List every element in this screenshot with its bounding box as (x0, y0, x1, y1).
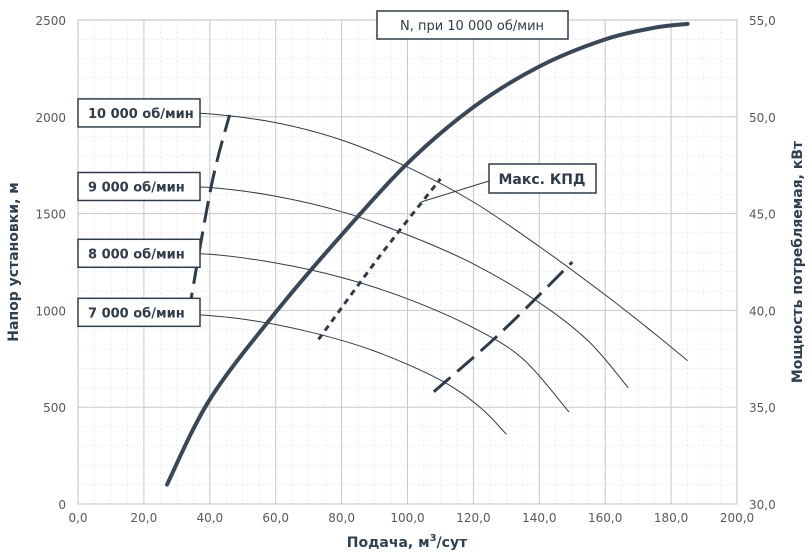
y2-tick-label: 50,0 (749, 111, 776, 125)
y-axis-title: Напор установки, м (6, 182, 22, 341)
y2-axis-title: Мощность потребляемая, кВт (790, 140, 806, 383)
y2-tick-label: 30,0 (749, 498, 776, 512)
series-label: 10 000 об/мин (77, 98, 201, 128)
y-tick-label: 0 (58, 498, 66, 512)
series-label-frame (77, 297, 201, 328)
callout-frame (488, 163, 597, 194)
series-label: 9 000 об/мин (77, 171, 201, 202)
series-label-text: 7 000 об/мин (88, 306, 185, 321)
y-tick-label: 2000 (35, 111, 66, 125)
y2-tick-label: 55,0 (749, 14, 776, 28)
max-efficiency-callout: Макс. КПД (420, 163, 597, 203)
title-box-frame (376, 10, 569, 40)
x-tick-label: 40,0 (196, 511, 223, 525)
series-label: 8 000 об/мин (77, 238, 201, 269)
callout-pointer (420, 180, 490, 203)
series-label-text: 10 000 об/мин (88, 107, 194, 122)
series-labels: 10 000 об/мин 9 000 об/мин 8 000 об/мин 7 0… (77, 98, 201, 328)
head-curve-line (147, 252, 570, 413)
x-axis-title-suffix: /сут (437, 535, 469, 551)
y-tick-label: 1500 (35, 208, 66, 222)
x-tick-label: 140,0 (522, 511, 556, 525)
max-efficiency-line (317, 177, 442, 341)
y2-tick-label: 35,0 (749, 401, 776, 415)
boundary-dash-line (186, 114, 232, 315)
boundary-dash-line (432, 260, 574, 393)
title-box-text: N, при 10 000 об/мин (400, 19, 544, 34)
series-label-frame (77, 171, 201, 202)
series-label-frame (77, 238, 201, 269)
power-curve-line (165, 21, 690, 487)
x-tick-label: 80,0 (328, 511, 355, 525)
x-tick-label: 180,0 (654, 511, 688, 525)
y2-tick-label: 45,0 (749, 208, 776, 222)
x-tick-label: 100,0 (390, 511, 424, 525)
x-axis-title: Подача, м3/сут (347, 533, 468, 551)
x-tick-label: 60,0 (262, 511, 289, 525)
series-layer (140, 21, 690, 487)
x-tick-label: 120,0 (456, 511, 490, 525)
title-box: N, при 10 000 об/мин (376, 10, 569, 40)
series-label: 7 000 об/мин (77, 297, 201, 328)
x-axis-title-sup: 3 (430, 533, 437, 544)
x-tick-label: 0,0 (68, 511, 87, 525)
tick-labels: 0,0 20,0 40,0 60,0 80,0 100,0 120,0 140,0 160,0 1… (35, 14, 775, 525)
y2-tick-label: 40,0 (749, 304, 776, 318)
series-label-text: 9 000 об/мин (88, 180, 185, 195)
head-curve-line (140, 311, 507, 435)
series-label-frame (77, 98, 201, 128)
callout-text: Макс. КПД (498, 172, 585, 188)
x-tick-label: 20,0 (131, 511, 158, 525)
x-axis-title-main: Подача, м (347, 535, 430, 551)
y-tick-label: 1000 (35, 304, 66, 318)
head-curve-line (157, 185, 629, 389)
x-tick-label: 200,0 (720, 511, 754, 525)
y-tick-label: 500 (43, 401, 66, 415)
head-curve-line (166, 112, 688, 362)
y-tick-label: 2500 (35, 14, 66, 28)
x-tick-label: 160,0 (588, 511, 622, 525)
series-label-text: 8 000 об/мин (88, 247, 185, 262)
